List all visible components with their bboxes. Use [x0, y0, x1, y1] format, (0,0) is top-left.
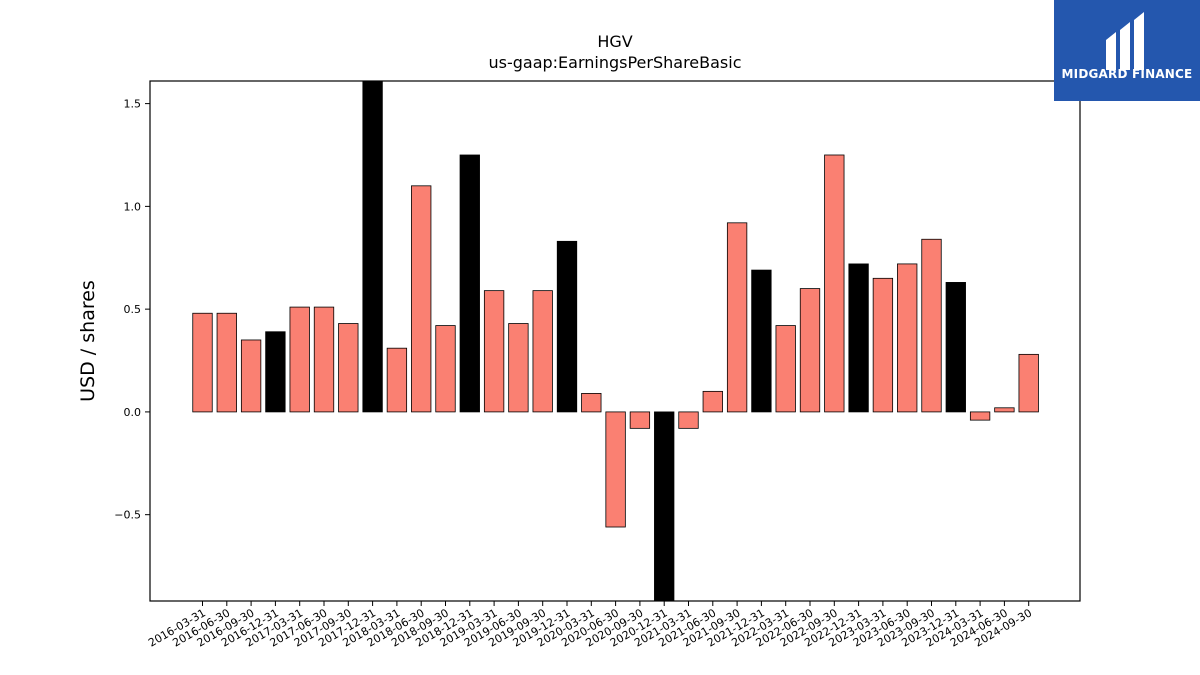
bar: [459, 154, 480, 413]
bar: [824, 154, 845, 413]
bar: [629, 411, 651, 429]
bar: [362, 80, 383, 413]
bar: [265, 331, 286, 413]
bar: [848, 263, 869, 413]
midgard-finance-logo: MIDGARD FINANCE: [1054, 0, 1200, 101]
bar: [338, 323, 359, 413]
chart-title: HGV: [597, 32, 633, 51]
y-axis-label: USD / shares: [77, 280, 99, 402]
bar: [192, 312, 213, 413]
bar: [897, 263, 918, 413]
chart-subtitle: us-gaap:EarningsPerShareBasic: [488, 53, 742, 72]
bar: [605, 411, 626, 528]
bar: [508, 323, 529, 413]
bar: [726, 222, 748, 413]
bar: [678, 411, 699, 429]
bar: [799, 288, 821, 413]
bar: [240, 339, 262, 413]
bar: [556, 240, 578, 413]
bar: [581, 393, 602, 413]
bar: [872, 277, 894, 413]
bar: [483, 290, 505, 413]
bar: [945, 282, 966, 413]
y-tick-label: 0.5: [124, 303, 142, 316]
bar: [216, 312, 237, 413]
y-tick-label: −0.5: [114, 509, 141, 522]
bar: [386, 347, 408, 413]
y-tick-label: 1.0: [124, 200, 142, 213]
bar: [702, 390, 723, 413]
bar: [994, 407, 1015, 413]
bar: [751, 269, 772, 413]
bar: [775, 325, 796, 413]
bar: [654, 411, 675, 602]
logo-mark-icon: [1106, 12, 1144, 70]
bar: [1018, 353, 1039, 413]
bar: [969, 411, 991, 421]
logo-text: MIDGARD FINANCE: [1061, 67, 1193, 81]
bar: [532, 290, 553, 413]
bar: [313, 306, 335, 413]
bar: [921, 238, 942, 413]
bar: [411, 185, 432, 413]
y-tick-label: 0.0: [124, 406, 142, 419]
bar: [289, 306, 310, 413]
plot-frame: [149, 80, 1081, 602]
y-tick-label: 1.5: [124, 98, 142, 111]
bar: [435, 325, 456, 413]
